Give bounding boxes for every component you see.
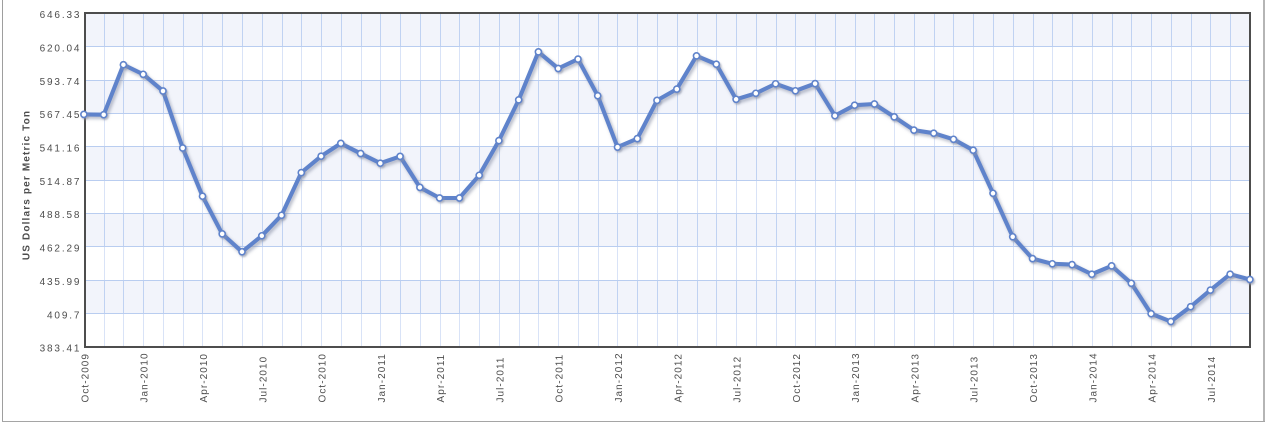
svg-text:646.33: 646.33 — [40, 10, 82, 21]
svg-text:Jul-2014: Jul-2014 — [1207, 356, 1218, 403]
svg-text:383.41: 383.41 — [40, 344, 82, 355]
svg-text:Jan-2012: Jan-2012 — [614, 352, 625, 402]
svg-text:593.74: 593.74 — [40, 77, 82, 88]
svg-text:462.29: 462.29 — [40, 244, 82, 255]
svg-text:Jul-2013: Jul-2013 — [970, 356, 981, 403]
svg-text:Jan-2011: Jan-2011 — [377, 353, 388, 402]
svg-text:Jul-2011: Jul-2011 — [495, 356, 506, 402]
svg-text:Jul-2012: Jul-2012 — [733, 356, 744, 403]
svg-text:Oct-2011: Oct-2011 — [555, 354, 566, 403]
svg-text:567.45: 567.45 — [40, 110, 82, 121]
svg-text:Jul-2010: Jul-2010 — [258, 356, 269, 403]
svg-text:Apr-2011: Apr-2011 — [436, 354, 447, 403]
svg-text:620.04: 620.04 — [40, 43, 82, 54]
svg-text:541.16: 541.16 — [40, 144, 82, 155]
svg-text:US Dollars per Metric Ton: US Dollars per Metric Ton — [22, 110, 33, 260]
svg-text:Oct-2010: Oct-2010 — [318, 353, 329, 403]
svg-text:Oct-2009: Oct-2009 — [80, 353, 91, 403]
svg-text:Apr-2013: Apr-2013 — [910, 353, 921, 403]
svg-text:Apr-2012: Apr-2012 — [673, 353, 684, 403]
svg-text:Jan-2014: Jan-2014 — [1088, 352, 1099, 402]
svg-text:488.58: 488.58 — [40, 210, 82, 221]
svg-text:435.99: 435.99 — [40, 277, 82, 288]
svg-text:Oct-2012: Oct-2012 — [792, 353, 803, 403]
svg-text:Jan-2013: Jan-2013 — [851, 352, 862, 402]
svg-text:Jan-2010: Jan-2010 — [140, 352, 151, 402]
svg-text:Apr-2014: Apr-2014 — [1148, 353, 1159, 403]
svg-text:Apr-2010: Apr-2010 — [199, 353, 210, 403]
svg-text:514.87: 514.87 — [40, 177, 82, 188]
svg-text:409.7: 409.7 — [47, 310, 81, 321]
svg-text:Oct-2013: Oct-2013 — [1029, 353, 1040, 403]
